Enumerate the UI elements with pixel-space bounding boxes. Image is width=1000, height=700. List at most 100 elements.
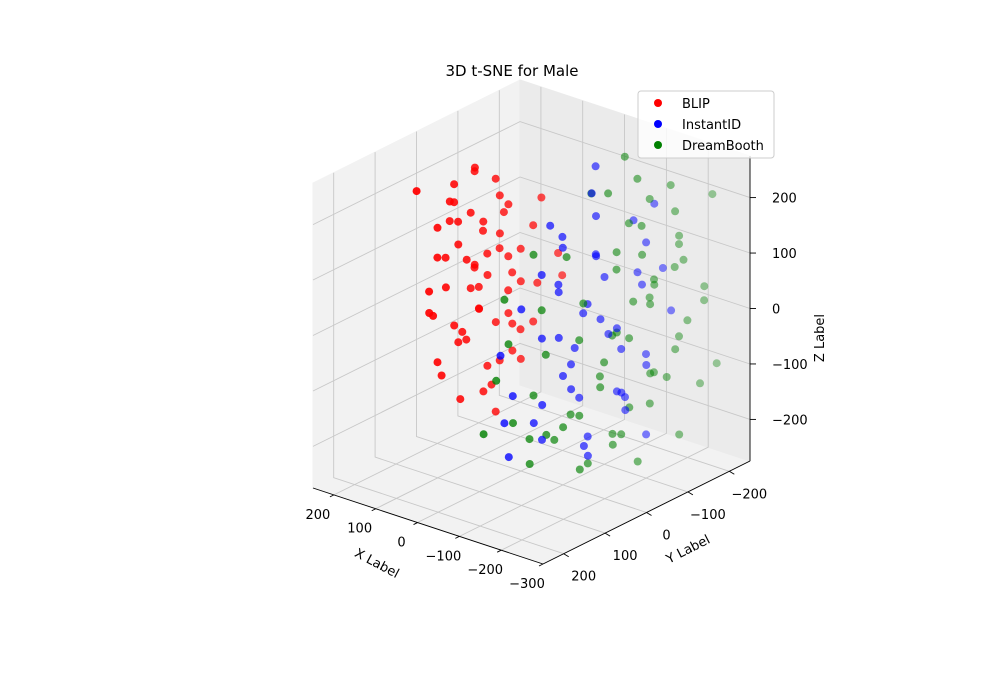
point-instantid	[600, 273, 609, 281]
chart-title: 3D t-SNE for Male	[445, 62, 578, 80]
point-instantid	[642, 430, 651, 439]
point-blip	[458, 327, 467, 336]
point-instantid	[558, 232, 567, 241]
point-dreambooth	[633, 174, 642, 183]
point-dreambooth	[679, 255, 688, 264]
point-dreambooth	[670, 263, 679, 271]
point-instantid	[638, 280, 646, 289]
point-dreambooth	[675, 240, 683, 249]
point-instantid	[546, 221, 555, 230]
y-tick-label: 0	[662, 529, 670, 544]
point-blip	[504, 252, 513, 261]
y-tick-label: 100	[613, 549, 638, 564]
grid-line-x	[459, 128, 667, 537]
point-dreambooth	[500, 295, 509, 304]
point-blip	[495, 191, 504, 200]
point-instantid	[538, 435, 546, 444]
point-instantid	[508, 392, 517, 401]
point-instantid	[579, 442, 588, 450]
point-instantid	[633, 268, 642, 277]
grid-line-x	[417, 114, 625, 523]
point-dreambooth	[675, 430, 684, 439]
point-blip	[558, 271, 567, 280]
grid-line-z	[312, 121, 751, 226]
x-tick-label: 0	[397, 536, 405, 551]
point-blip	[441, 253, 450, 262]
point-blip	[499, 208, 508, 217]
point-instantid	[579, 309, 588, 318]
grid-lines	[312, 86, 751, 565]
point-dreambooth	[479, 430, 488, 439]
point-dreambooth	[650, 280, 659, 289]
grid-line-y	[416, 131, 647, 513]
point-blip	[516, 277, 525, 286]
x-tick-mark	[496, 549, 502, 553]
point-dreambooth	[629, 297, 638, 306]
z-tick-label: 100	[772, 247, 797, 262]
y-tick-mark	[563, 553, 569, 558]
point-blip	[491, 407, 500, 416]
point-dreambooth	[700, 296, 709, 305]
point-dreambooth	[537, 306, 546, 315]
point-blip	[454, 240, 463, 249]
point-dreambooth	[671, 207, 680, 216]
point-dreambooth	[600, 358, 609, 367]
point-dreambooth	[583, 459, 592, 468]
point-dreambooth	[645, 195, 654, 203]
point-instantid	[570, 344, 579, 352]
point-instantid	[575, 393, 584, 402]
point-dreambooth	[575, 336, 584, 345]
grid-line-x	[333, 86, 542, 496]
legend-marker-blip	[654, 99, 662, 107]
y-tick-mark	[604, 532, 611, 537]
point-blip	[454, 338, 463, 347]
point-dreambooth	[550, 435, 559, 444]
point-dreambooth	[646, 369, 655, 378]
point-instantid	[592, 212, 600, 221]
x-axis-line	[312, 487, 544, 565]
point-dreambooth	[525, 435, 534, 444]
point-blip	[516, 244, 525, 253]
point-instantid	[537, 271, 546, 279]
point-blip	[462, 255, 471, 264]
point-blip	[450, 180, 459, 189]
point-dreambooth	[700, 282, 709, 291]
point-dreambooth	[645, 293, 654, 302]
point-dreambooth	[617, 430, 626, 439]
point-instantid	[500, 419, 509, 428]
point-dreambooth	[529, 250, 538, 259]
point-dreambooth	[612, 248, 621, 257]
point-dreambooth	[596, 383, 605, 392]
point-instantid	[617, 345, 626, 353]
x-tick-label: −100	[426, 549, 462, 564]
point-blip	[433, 253, 442, 262]
point-blip	[529, 221, 538, 230]
x-tick-mark	[329, 494, 335, 498]
point-blip	[516, 354, 525, 363]
y-tick-mark	[687, 491, 694, 496]
point-dreambooth	[671, 345, 680, 354]
x-tick-label: −200	[467, 563, 503, 578]
point-dreambooth	[492, 376, 501, 385]
legend: BLIP InstantID DreamBooth	[637, 90, 775, 159]
grid-line-x	[375, 100, 584, 510]
point-instantid	[538, 401, 547, 409]
point-blip	[483, 249, 492, 258]
point-dreambooth	[504, 340, 513, 349]
point-dreambooth	[559, 423, 568, 432]
point-dreambooth	[575, 465, 584, 474]
z-tick-label: −100	[772, 358, 808, 373]
point-instantid	[537, 334, 546, 343]
point-blip	[466, 284, 475, 293]
point-blip	[412, 187, 421, 196]
point-blip	[516, 325, 525, 334]
x-tick-label: −300	[509, 577, 545, 592]
point-dreambooth	[646, 300, 655, 309]
point-instantid	[591, 162, 600, 171]
point-instantid	[612, 324, 621, 333]
legend-label-blip: BLIP	[682, 97, 710, 112]
point-instantid	[529, 419, 538, 428]
y-tick-mark	[646, 512, 652, 516]
point-instantid	[554, 333, 563, 342]
point-dreambooth	[612, 265, 621, 274]
